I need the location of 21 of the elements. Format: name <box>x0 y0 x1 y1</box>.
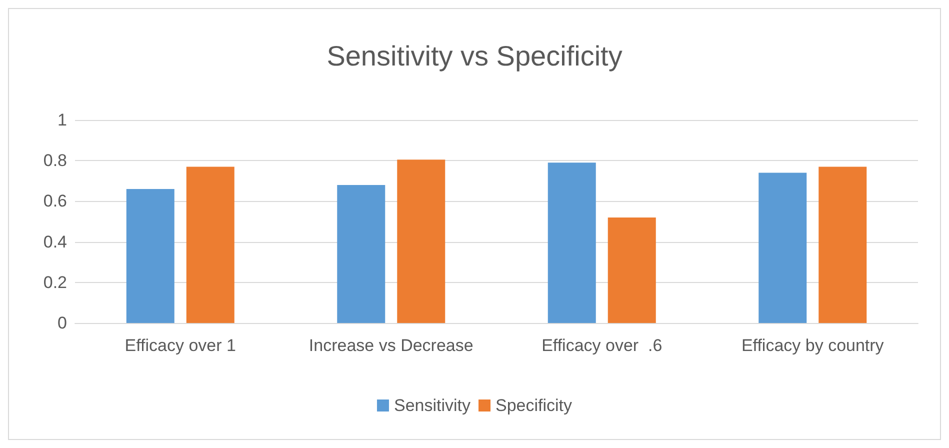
x-tick-label: Increase vs Decrease <box>308 336 474 355</box>
y-tick-label: 0.4 <box>43 232 67 252</box>
x-tick-label: Efficacy over 1 <box>124 336 236 355</box>
bar <box>818 166 867 323</box>
chart-title: Sensitivity vs Specificity <box>326 40 622 72</box>
y-tick-label: 1 <box>58 110 67 130</box>
bar <box>608 217 656 323</box>
bar <box>397 160 446 323</box>
bar <box>548 162 596 323</box>
bar <box>186 166 234 323</box>
x-tick-label: Efficacy by country <box>741 336 884 355</box>
y-tick-label: 0.6 <box>43 192 67 211</box>
x-tick-label: Efficacy over .6 <box>542 336 662 355</box>
bar <box>337 184 386 323</box>
y-tick-label: 0.8 <box>43 151 67 170</box>
bar <box>126 189 174 323</box>
legend-label: Specificity <box>496 396 573 415</box>
bar <box>758 172 807 323</box>
y-tick-label: 0.2 <box>43 272 67 292</box>
y-tick-label: 0 <box>58 314 67 332</box>
legend-label: Sensitivity <box>394 396 471 415</box>
